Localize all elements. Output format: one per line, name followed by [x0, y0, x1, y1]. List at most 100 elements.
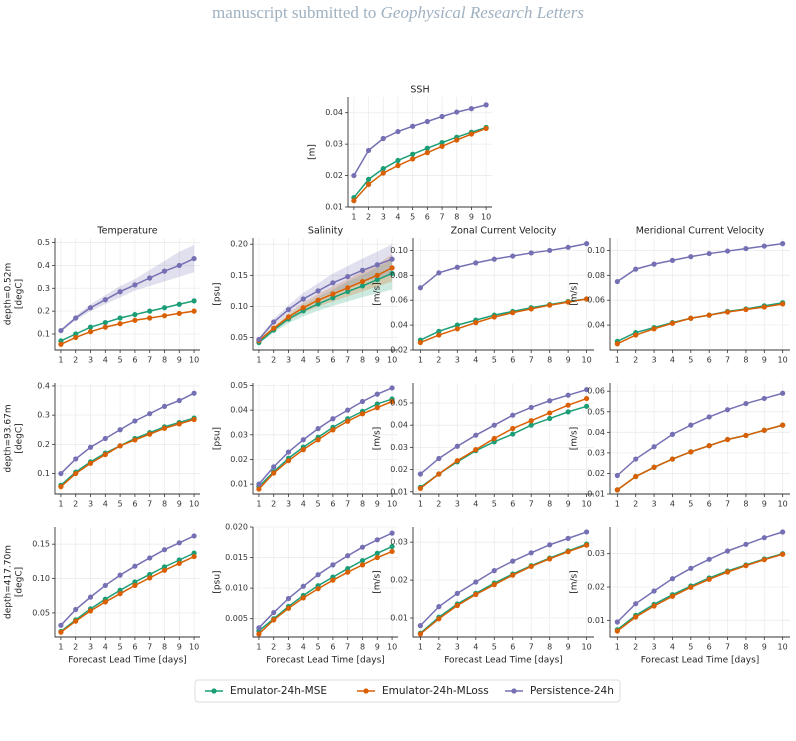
panel-title: Salinity: [308, 226, 344, 237]
x-tick-label: 4: [473, 500, 478, 509]
x-tick-label: 2: [73, 643, 78, 652]
series-marker: [417, 339, 423, 346]
series-marker: [724, 407, 731, 413]
x-tick-label: 5: [118, 500, 123, 509]
series-line: [258, 545, 393, 632]
x-tick-label: 9: [469, 213, 474, 222]
series-marker: [161, 268, 168, 274]
axis-spine: [347, 97, 492, 208]
series-marker: [380, 166, 386, 172]
series-marker: [389, 398, 395, 405]
series-marker: [473, 260, 479, 266]
x-tick-label: 10: [189, 500, 199, 509]
series-line: [60, 392, 195, 475]
series-marker: [58, 327, 64, 334]
x-tick-label: 7: [529, 356, 534, 365]
series-marker: [132, 311, 138, 318]
series-marker: [87, 305, 94, 311]
x-tick-label: 9: [566, 356, 571, 365]
series-marker: [547, 415, 553, 422]
series-marker: [147, 315, 153, 321]
series-marker: [565, 409, 571, 415]
series-marker: [87, 608, 94, 614]
series-marker: [614, 619, 620, 625]
series-line: [258, 272, 393, 344]
x-tick-label: 9: [375, 500, 380, 509]
series-line: [616, 531, 783, 623]
series-marker: [285, 314, 292, 320]
series-marker: [389, 385, 395, 391]
series-marker: [315, 288, 321, 294]
series-line: [60, 418, 195, 488]
series-marker: [300, 296, 306, 302]
x-tick-label: 9: [375, 356, 380, 365]
series-marker: [271, 464, 277, 470]
series-marker: [584, 296, 590, 302]
series-marker: [468, 106, 475, 112]
series-marker: [345, 285, 351, 291]
series-marker: [614, 278, 620, 285]
x-tick-label: 1: [58, 643, 63, 652]
x-axis-label: Forecast Lead Time [days]: [641, 656, 760, 666]
series-marker: [436, 616, 442, 622]
series-marker: [271, 325, 277, 331]
series-marker: [436, 270, 442, 276]
x-tick-label: 10: [582, 643, 592, 652]
series-marker: [315, 572, 321, 578]
y-tick-label: 0.10: [587, 246, 605, 255]
series-marker: [117, 572, 123, 578]
series-marker: [724, 548, 731, 554]
series-marker: [510, 310, 516, 316]
series-marker: [706, 312, 712, 318]
panel-title: Zonal Current Velocity: [451, 226, 557, 237]
y-tick-label: 0.01: [587, 616, 605, 625]
x-tick-label: 2: [633, 643, 638, 652]
x-tick-label: 6: [132, 356, 137, 365]
series-marker: [688, 565, 694, 571]
series-marker: [102, 582, 108, 589]
series-marker: [330, 280, 336, 286]
x-tick-label: 4: [301, 643, 306, 652]
x-tick-label: 3: [286, 356, 291, 365]
series-marker: [285, 449, 292, 455]
y-tick-label: 0.15: [230, 271, 248, 280]
series-marker: [491, 256, 497, 262]
series-marker: [454, 137, 460, 143]
series-marker: [473, 432, 479, 438]
axis-spine: [609, 527, 790, 638]
series-marker: [633, 266, 639, 272]
x-tick-label: 2: [366, 213, 371, 222]
page-header: manuscript submitted to Geophysical Rese…: [212, 3, 584, 22]
series-marker: [345, 553, 351, 559]
series-marker: [436, 604, 442, 610]
x-tick-label: 3: [455, 500, 460, 509]
series-marker: [761, 427, 767, 433]
x-tick-label: 8: [454, 213, 459, 222]
x-tick-label: 1: [418, 643, 423, 652]
series-marker: [395, 157, 401, 164]
y-tick-label: 0.01: [390, 614, 408, 623]
series-marker: [436, 332, 442, 338]
series-line: [419, 397, 587, 490]
x-tick-label: 5: [688, 500, 693, 509]
axis-spine: [609, 383, 790, 495]
x-tick-label: 5: [118, 643, 123, 652]
series-marker: [584, 241, 590, 247]
series-marker: [584, 403, 590, 409]
series-marker: [454, 109, 460, 115]
x-tick-label: 9: [566, 500, 571, 509]
x-tick-label: 9: [177, 356, 182, 365]
series-line: [419, 543, 587, 634]
series-marker: [300, 305, 306, 311]
y-tick-label: 0.02: [390, 346, 408, 355]
series-line: [60, 552, 195, 633]
series-marker: [454, 326, 460, 332]
x-tick-label: 5: [410, 213, 415, 222]
series-marker: [256, 481, 262, 487]
series-marker: [410, 156, 416, 162]
series-marker: [633, 332, 639, 338]
uncertainty-band: [258, 259, 393, 344]
x-tick-label: 2: [271, 643, 276, 652]
series-marker: [743, 400, 749, 407]
series-line: [353, 127, 487, 202]
